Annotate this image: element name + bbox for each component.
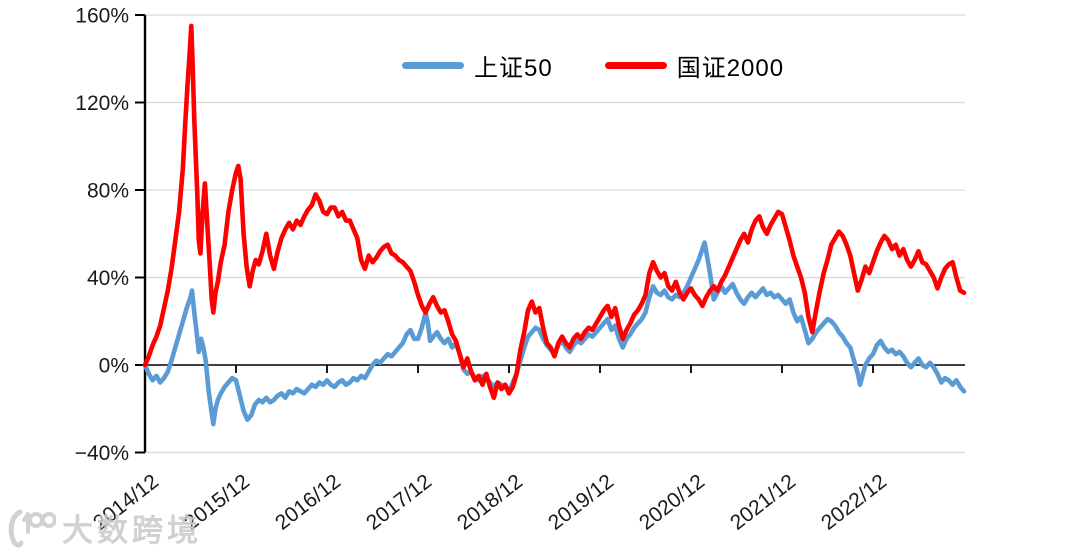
series-line-cni2000 <box>142 23 967 401</box>
cni2000-line-swatch <box>604 62 667 69</box>
x-tick-label: 2020/12 <box>635 470 709 535</box>
y-tick-label: 80% <box>87 180 129 203</box>
x-tick-label: 2022/12 <box>817 470 891 535</box>
y-tick-label: 160% <box>75 5 129 28</box>
series-line-sse50 <box>142 240 967 427</box>
y-tick-label: 40% <box>87 267 129 290</box>
legend-item-sse50: 上证50 <box>402 48 553 83</box>
legend-item-cni2000: 国证2000 <box>604 48 785 83</box>
legend-label-cni2000: 国证2000 <box>676 55 785 82</box>
legend: 上证50 国证2000 <box>402 48 784 83</box>
x-tick-label: 2014/12 <box>89 470 163 535</box>
x-tick-label: 2015/12 <box>180 470 254 535</box>
x-tick-label: 2016/12 <box>271 470 345 535</box>
x-tick-label: 2019/12 <box>544 470 618 535</box>
sse50-line-swatch <box>402 62 464 69</box>
legend-label-sse50: 上证50 <box>474 55 553 82</box>
x-tick-label: 2021/12 <box>726 470 800 535</box>
y-tick-label: 120% <box>75 92 129 115</box>
x-tick-label: 2017/12 <box>362 470 436 535</box>
y-tick-label: 0% <box>99 355 129 378</box>
y-tick-label: −40% <box>75 442 129 465</box>
x-tick-label: 2018/12 <box>453 470 527 535</box>
